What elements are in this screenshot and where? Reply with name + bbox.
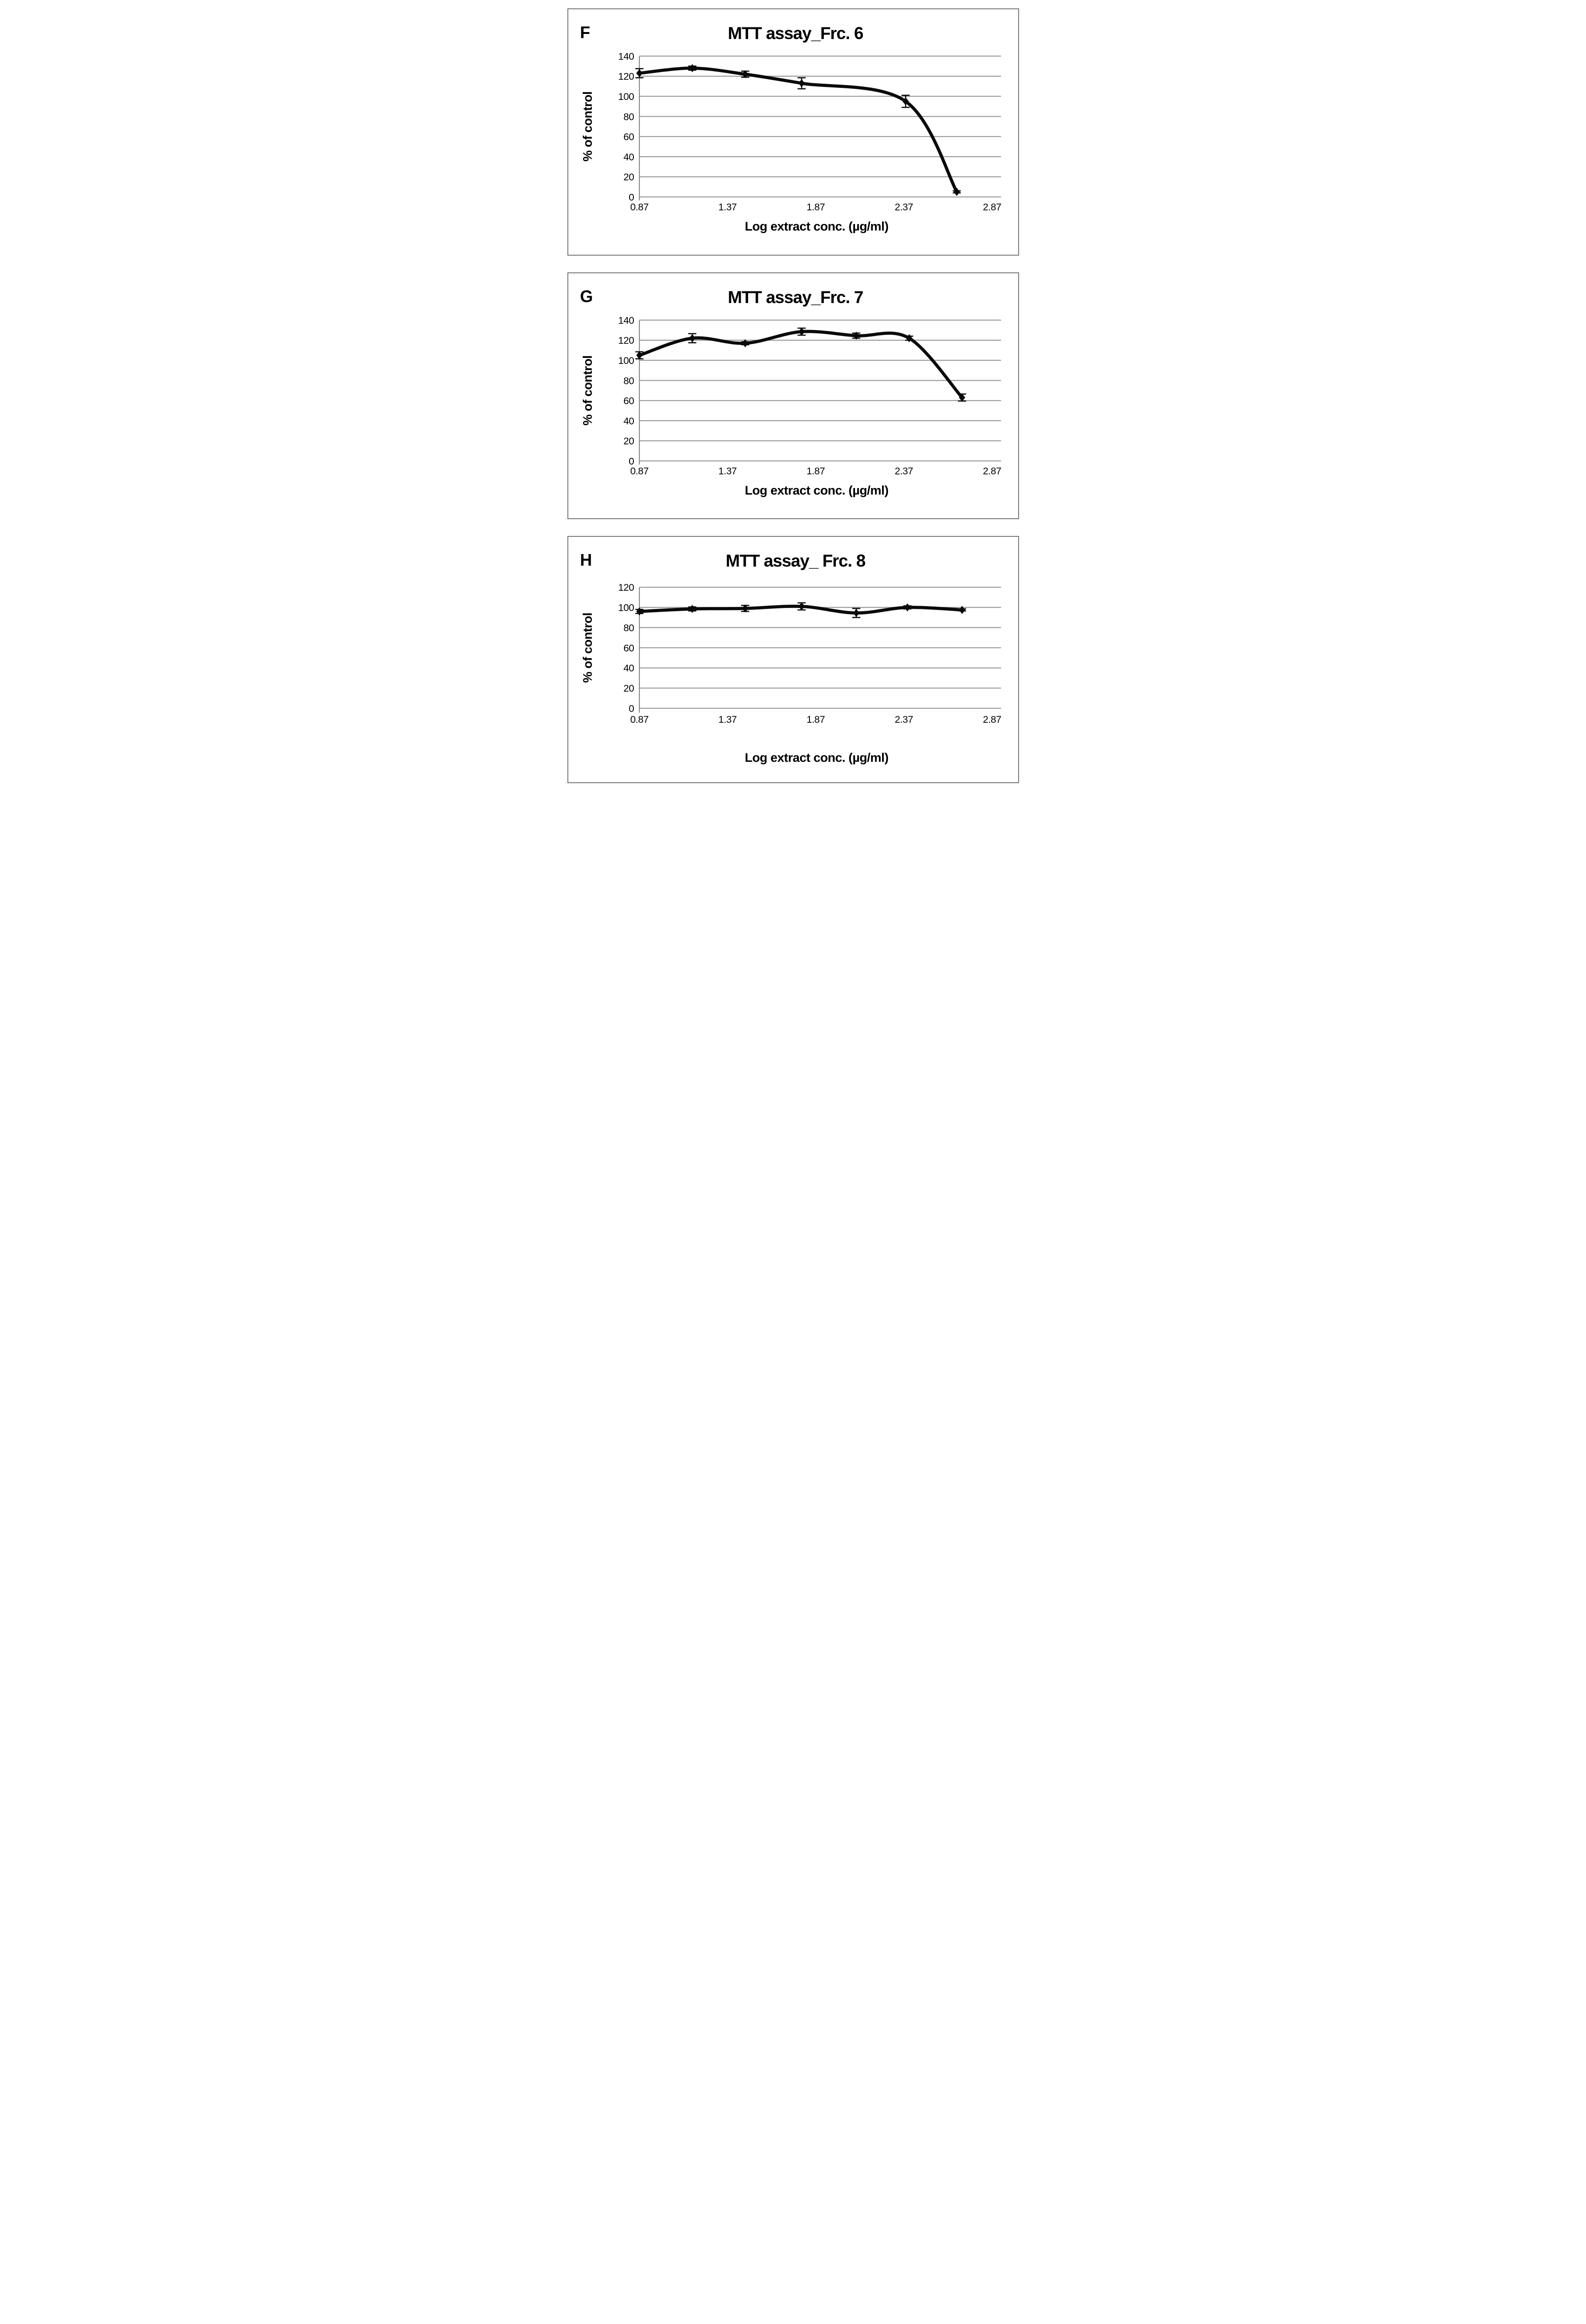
data-point-marker	[853, 331, 859, 340]
x-tick-label: 0.87	[630, 202, 648, 213]
panel-h: 0 20 40 60 80 100 120 0.87 1.37 1.87 2.37 2.87 H MTT …	[567, 536, 1019, 783]
data-point-marker	[636, 607, 643, 616]
y-tick-label: 60	[623, 395, 634, 406]
data-point-marker	[689, 605, 696, 613]
y-tick-label: 0	[628, 191, 633, 203]
y-tick-label: 0	[628, 703, 633, 714]
chart-mtt-frc6: 0 20 40 60 80 100 120 140 0.87 1.37 1.87 2.37 2.87 F M…	[580, 23, 1001, 233]
data-point-marker	[953, 188, 960, 196]
y-tick-label: 40	[623, 415, 634, 426]
x-tick-label: 1.87	[806, 714, 824, 725]
data-point-marker	[689, 334, 696, 342]
y-tick-label: 20	[623, 436, 634, 447]
chart-mtt-frc8: 0 20 40 60 80 100 120 0.87 1.37 1.87 2.37 2.87 H MTT …	[580, 551, 1001, 765]
x-tick-label: 2.87	[983, 714, 1001, 725]
y-tick-label: 20	[623, 683, 634, 694]
y-tick-label: 40	[623, 152, 634, 163]
data-point-marker	[798, 79, 805, 87]
x-tick-label: 1.87	[806, 202, 824, 213]
data-point-marker	[906, 334, 912, 342]
data-point-marker	[959, 606, 965, 614]
y-tick-label: 40	[623, 663, 634, 674]
chart-title: MTT assay_Frc. 6	[728, 24, 863, 43]
x-axis-label: Log extract conc. (µg/ml)	[744, 750, 888, 765]
x-tick-label: 2.37	[895, 465, 913, 476]
y-tick-label: 80	[623, 111, 634, 122]
y-tick-label: 60	[623, 642, 634, 654]
x-tick-label: 1.37	[718, 465, 736, 476]
data-point-marker	[742, 70, 748, 79]
chart-title: MTT assay_ Frc. 8	[725, 551, 865, 570]
x-tick-label: 1.37	[718, 202, 736, 213]
data-curve	[638, 330, 964, 399]
panel-letter: F	[580, 23, 590, 42]
data-point-marker	[798, 327, 805, 336]
y-tick-label: 120	[618, 71, 634, 82]
x-axis-label: Log extract conc. (µg/ml)	[744, 219, 888, 233]
data-point-marker	[636, 69, 643, 78]
mtt-assay-figure: 0 20 40 60 80 100 120 140 0.87 1.37 1.87 2.37 2.87 F M…	[561, 0, 1026, 792]
x-tick-label: 1.37	[718, 714, 736, 725]
y-axis-label: % of control	[580, 613, 594, 683]
data-curve	[638, 66, 958, 194]
data-point-marker	[853, 609, 859, 617]
x-axis-label: Log extract conc. (µg/ml)	[744, 483, 888, 497]
data-point-marker	[636, 351, 643, 359]
data-point-marker	[742, 604, 748, 613]
x-tick-label: 0.87	[630, 465, 648, 476]
y-axis-label: % of control	[580, 92, 594, 162]
x-tick-label: 2.37	[895, 202, 913, 213]
y-tick-label: 120	[618, 582, 634, 593]
y-axis-label: % of control	[580, 355, 594, 425]
y-tick-label: 140	[618, 51, 634, 62]
data-point-marker	[904, 603, 910, 612]
x-tick-label: 0.87	[630, 714, 648, 725]
data-point-marker	[742, 339, 748, 347]
y-tick-label: 140	[618, 315, 634, 326]
data-point-marker	[798, 602, 805, 611]
panel-g: 0 20 40 60 80 100 120 140 0.87 1.37 1.87 2.37 2.87 G M…	[567, 272, 1019, 520]
y-tick-label: 120	[618, 335, 634, 346]
x-tick-label: 2.37	[895, 714, 913, 725]
y-tick-label: 80	[623, 375, 634, 386]
y-tick-label: 100	[618, 91, 634, 102]
y-tick-label: 80	[623, 622, 634, 634]
panel-letter: H	[580, 551, 592, 569]
y-tick-label: 20	[623, 172, 634, 183]
x-tick-label: 1.87	[806, 465, 824, 476]
y-tick-label: 60	[623, 132, 634, 143]
x-tick-label: 2.87	[983, 202, 1001, 213]
data-point-marker	[959, 393, 965, 402]
y-tick-label: 100	[618, 602, 634, 614]
y-tick-label: 0	[628, 456, 633, 467]
data-point-marker	[902, 97, 909, 106]
y-tick-label: 100	[618, 355, 634, 366]
chart-title: MTT assay_Frc. 7	[728, 287, 863, 306]
panel-letter: G	[580, 287, 593, 305]
x-tick-label: 2.87	[983, 465, 1001, 476]
chart-mtt-frc7: 0 20 40 60 80 100 120 140 0.87 1.37 1.87 2.37 2.87 G M…	[580, 287, 1001, 497]
data-point-marker	[689, 64, 696, 73]
panel-f: 0 20 40 60 80 100 120 140 0.87 1.37 1.87 2.37 2.87 F M…	[567, 8, 1019, 256]
